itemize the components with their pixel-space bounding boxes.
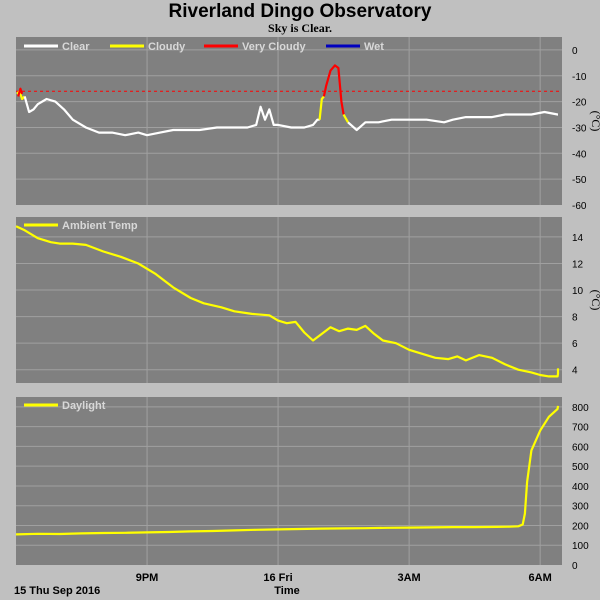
series-line-cloudy (342, 113, 349, 123)
y-tick-label: -10 (572, 72, 587, 83)
ambient-temperature-plot-area (16, 217, 562, 383)
sky-temperature-plot-area (16, 37, 562, 205)
legend-label: Ambient Temp (62, 220, 138, 232)
y-tick-label: 200 (572, 521, 589, 532)
y-tick-label: 4 (572, 366, 578, 377)
y-tick-label: -30 (572, 123, 587, 134)
series-line-cloudy (318, 95, 325, 120)
y-tick-label: 12 (572, 259, 584, 270)
y-tick-label: 700 (572, 423, 589, 434)
y-tick-label: -50 (572, 175, 587, 186)
x-tick-label: 16 Fri (263, 572, 292, 584)
y-tick-label: 500 (572, 462, 589, 473)
page-title: Riverland Dingo Observatory (168, 1, 432, 22)
x-tick-label: 6AM (529, 572, 552, 584)
series-line-clear (23, 96, 320, 137)
daylight-plot-area (16, 397, 562, 565)
date-label: 15 Thu Sep 2016 (14, 585, 100, 597)
y-tick-label: 800 (572, 403, 589, 414)
y-tick-label: 14 (572, 233, 584, 244)
y-tick-label: -40 (572, 149, 587, 160)
y-tick-label: 100 (572, 541, 589, 552)
y-tick-label: 400 (572, 482, 589, 493)
series-line-very-cloudy (17, 87, 24, 97)
y-tick-label: 10 (572, 286, 584, 297)
x-tick-label: 3AM (398, 572, 421, 584)
y-tick-label: 0 (572, 46, 578, 57)
legend-label: Very Cloudy (242, 41, 306, 53)
y-axis-unit: (°C) (589, 111, 600, 132)
sky-temperature-panel: 0 -10 -20 -30 -40 -50 -60 (°C) Clear Cloudy Very C… (16, 37, 600, 212)
series-line-ambient-temp (15, 225, 560, 378)
y-tick-label: -60 (572, 201, 587, 212)
legend-label: Clear (62, 41, 90, 53)
legend-label: Cloudy (148, 41, 186, 53)
y-tick-label: 300 (572, 502, 589, 513)
series-line-clear (347, 110, 559, 132)
time-axis-label: Time (274, 585, 299, 597)
legend-label: Daylight (62, 400, 106, 412)
sky-status-subtitle: Sky is Clear. (268, 21, 332, 35)
ambient-temperature-panel: 4 6 8 10 12 14 (°C) Ambient Temp (15, 217, 600, 383)
y-tick-label: 600 (572, 442, 589, 453)
y-tick-label: 0 (572, 561, 578, 572)
legend-label: Wet (364, 41, 384, 53)
series-line-very-cloudy (322, 64, 345, 115)
y-tick-label: 8 (572, 313, 578, 324)
series-line-daylight (15, 405, 560, 536)
y-tick-label: 6 (572, 339, 578, 350)
daylight-panel: 0 100 200 300 400 500 600 700 800 Daylight 9PM 16 F… (15, 397, 589, 584)
y-axis-unit: (°C) (589, 290, 600, 311)
x-tick-label: 9PM (136, 572, 159, 584)
y-tick-label: -20 (572, 98, 587, 109)
